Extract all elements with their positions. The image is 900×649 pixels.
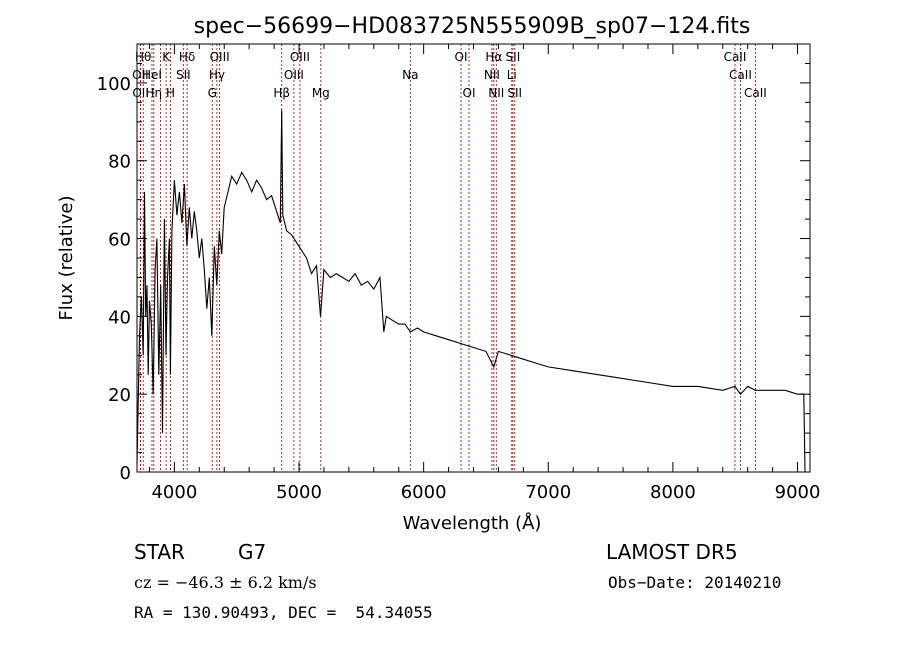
spectral-line-label: NII: [488, 86, 504, 100]
x-tick-label: 6000: [401, 482, 447, 503]
x-tick-label: 9000: [775, 482, 821, 503]
spectral-line-label: OI: [455, 50, 468, 64]
chart-title: spec−56699−HD083725N555909B_sp07−124.fit…: [194, 14, 751, 39]
observation-date: Obs−Date: 20140210: [608, 573, 782, 592]
spectral-line-label: OIII: [210, 50, 230, 64]
spectral-line-label: OI: [463, 86, 476, 100]
spectral-line-label: HeI: [142, 68, 162, 82]
spectral-line-label: OII: [132, 86, 149, 100]
x-axis-label: Wavelength (Å): [403, 512, 542, 534]
spectral-line-markers: [139, 44, 756, 472]
spectral-line-labels: OIIOIIHθHeIHηKHSIIHδGHγOIIIHβOIIIOIIIMgN…: [132, 50, 767, 100]
spectral-line-label: Mg: [312, 86, 330, 100]
spectral-line-label: Li: [507, 68, 517, 82]
spectral-line-label: SII: [506, 50, 521, 64]
spectral-line-label: Hγ: [209, 68, 225, 82]
y-tick-label: 20: [108, 385, 131, 406]
object-class: STAR: [134, 540, 185, 564]
spectral-line-label: OII: [132, 68, 149, 82]
x-tick-label: 8000: [650, 482, 696, 503]
spectral-line-label: Hα: [485, 50, 502, 64]
spectral-line-label: G: [208, 86, 217, 100]
x-axis: 4000 5000 6000 7000 8000 9000: [148, 44, 821, 503]
spectral-line-label: Hβ: [273, 86, 290, 100]
y-axis-label: Flux (relative): [56, 195, 77, 320]
survey-name: LAMOST DR5: [606, 540, 738, 564]
spectral-line-label: CaII: [724, 50, 747, 64]
coordinates: RA = 130.90493, DEC = 54.34055: [134, 603, 433, 622]
x-tick-label: 7000: [525, 482, 571, 503]
y-tick-label: 40: [108, 307, 131, 328]
spectral-line-label: CaII: [729, 68, 752, 82]
y-tick-label: 0: [120, 463, 131, 484]
y-axis: 0 20 40 60 80 100: [97, 43, 810, 484]
x-tick-label: 5000: [276, 482, 322, 503]
y-tick-label: 100: [97, 74, 131, 95]
spectral-line-label: Na: [402, 68, 418, 82]
redshift-cz: cz = −46.3 ± 6.2 km/s: [134, 573, 317, 592]
spectral-line-label: CaII: [744, 86, 767, 100]
spectral-line-label: NII: [484, 68, 500, 82]
spectral-line-label: OIII: [284, 68, 304, 82]
spectral-line-label: SII: [176, 68, 191, 82]
spectral-line-label: OIII: [290, 50, 310, 64]
spectral-line-label: H: [166, 86, 175, 100]
object-subclass: G7: [238, 540, 267, 564]
spectral-line-label: Hη: [146, 86, 163, 100]
spectral-line-label: Hθ: [135, 50, 151, 64]
y-tick-label: 80: [108, 152, 131, 173]
spectral-line-label: SII: [507, 86, 522, 100]
plot-frame: [136, 43, 811, 473]
x-tick-label: 4000: [151, 482, 197, 503]
spectrum-series-line: [136, 110, 806, 473]
spectral-line-label: Hδ: [179, 50, 195, 64]
spectral-line-label: K: [162, 50, 171, 64]
y-tick-label: 60: [108, 230, 131, 251]
